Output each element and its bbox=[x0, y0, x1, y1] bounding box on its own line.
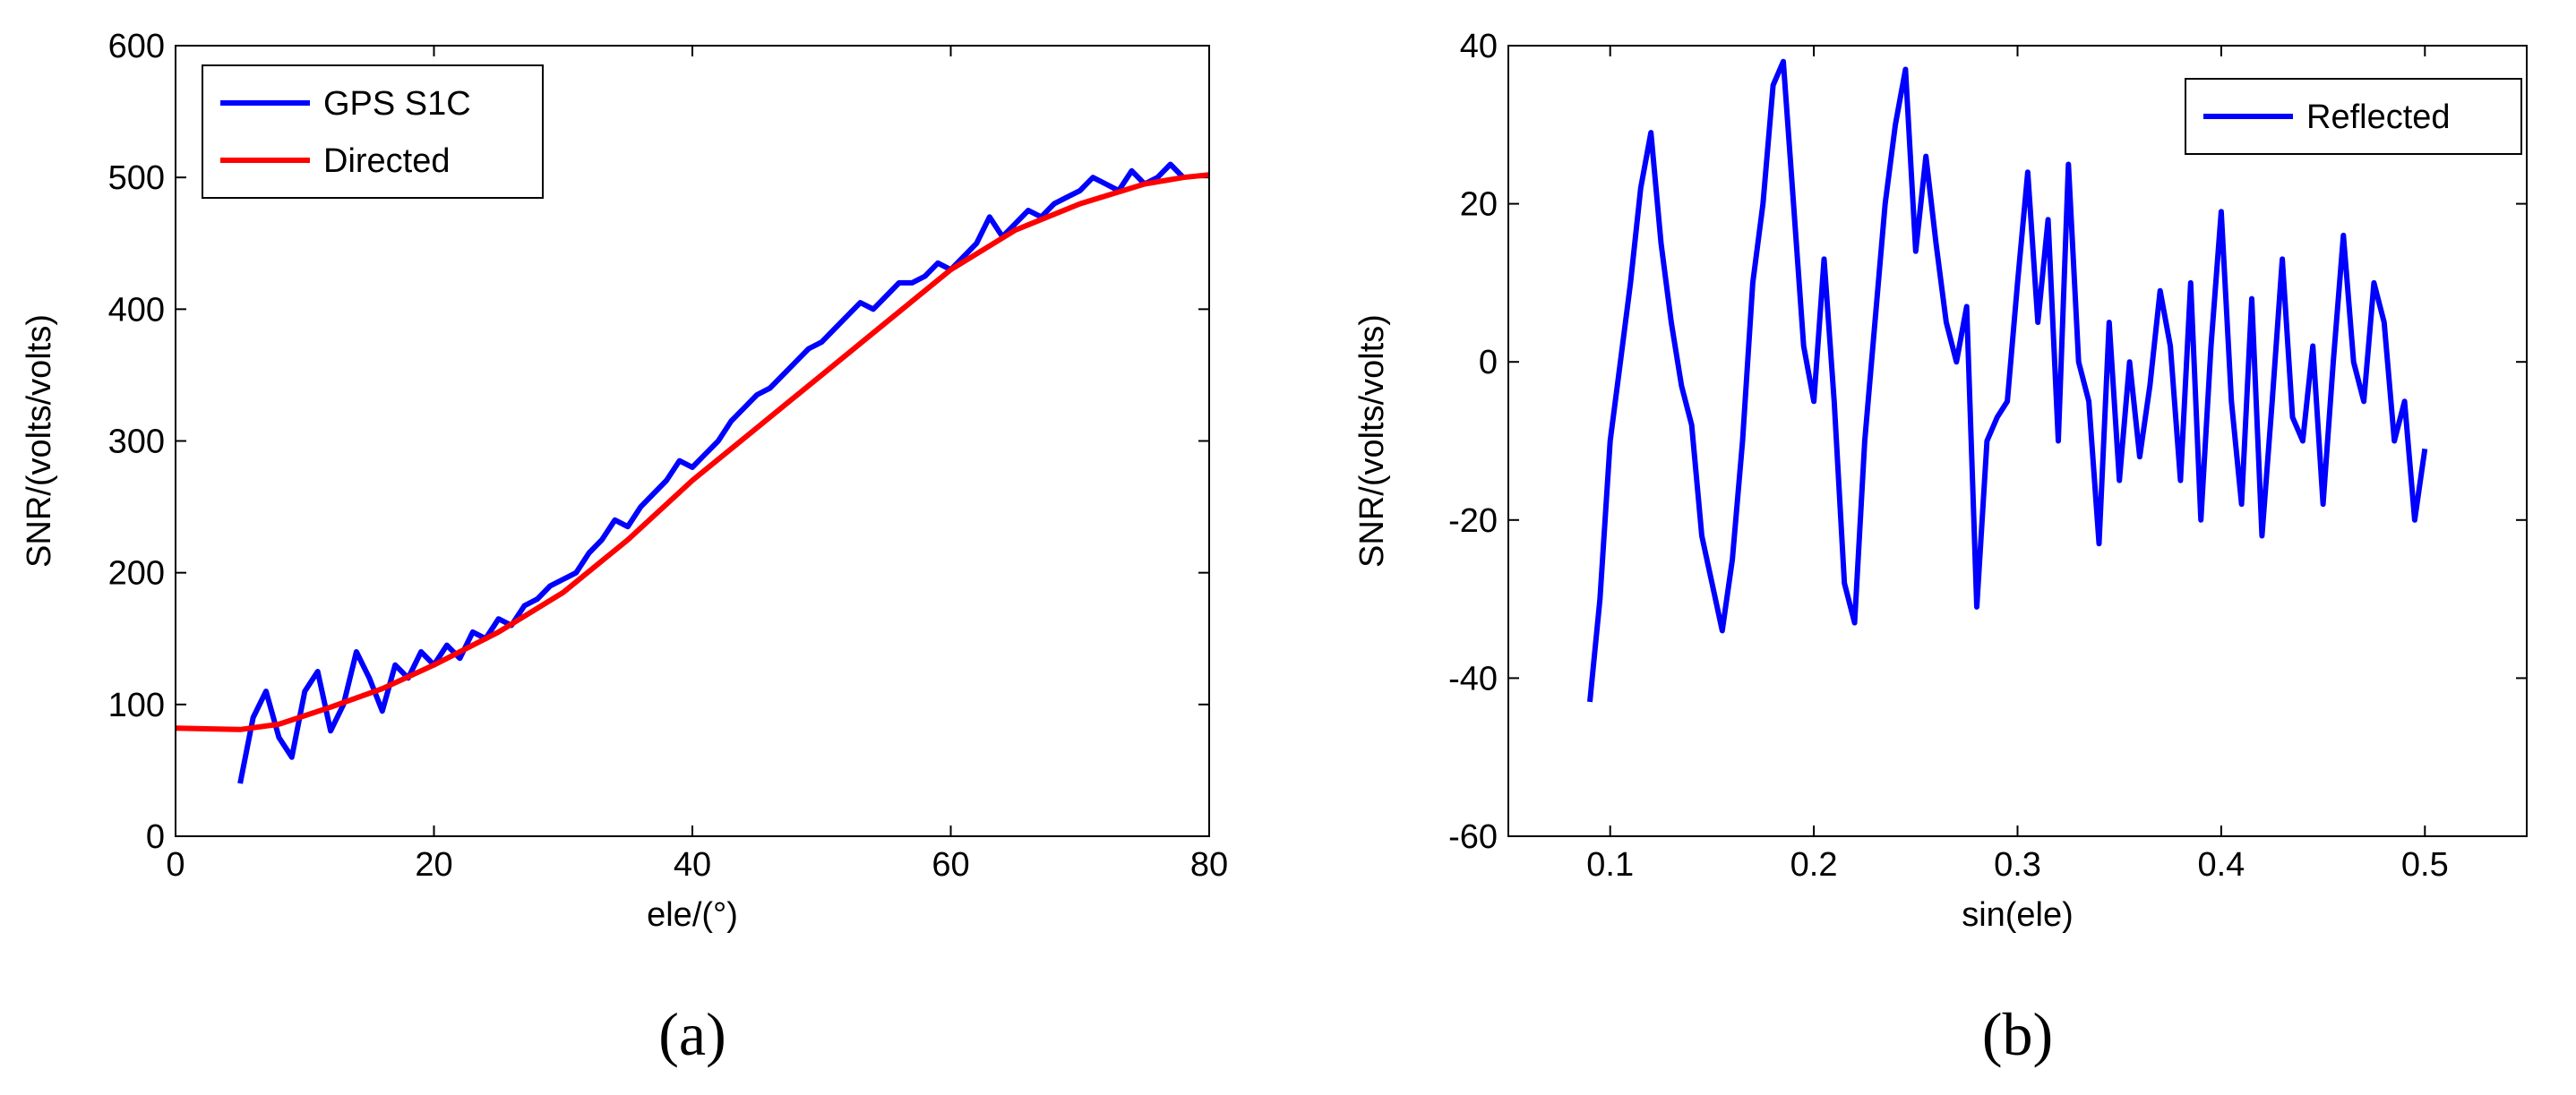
y-tick-label: 500 bbox=[108, 159, 165, 197]
x-tick-label: 0.3 bbox=[1994, 846, 2041, 884]
legend-label: Reflected bbox=[2306, 98, 2451, 136]
x-tick-label: 40 bbox=[674, 846, 711, 884]
x-tick-label: 80 bbox=[1190, 846, 1228, 884]
y-tick-label: -40 bbox=[1448, 660, 1498, 697]
series-line bbox=[175, 172, 1210, 732]
x-tick-label: 0.2 bbox=[1790, 846, 1838, 884]
plot-frame bbox=[175, 45, 1210, 837]
y-axis-label: SNR/(volts/volts) bbox=[1353, 314, 1391, 568]
y-tick-label: 100 bbox=[108, 687, 165, 724]
caption: (b) bbox=[1982, 1000, 2053, 1068]
caption: (a) bbox=[658, 1000, 726, 1068]
x-tick-label: 0.4 bbox=[2197, 846, 2245, 884]
y-tick-label: 40 bbox=[1460, 28, 1498, 65]
y-tick-label: 300 bbox=[108, 423, 165, 461]
x-tick-label: 0.5 bbox=[2401, 846, 2449, 884]
y-axis-label: SNR/(volts/volts) bbox=[21, 314, 58, 568]
x-axis-label: sin(ele) bbox=[1962, 896, 2074, 934]
series-line bbox=[237, 161, 1186, 784]
x-tick-label: 0 bbox=[166, 846, 185, 884]
y-tick-label: 200 bbox=[108, 555, 165, 593]
y-tick-label: 600 bbox=[108, 28, 165, 65]
x-axis-label: ele/(°) bbox=[647, 896, 738, 934]
legend-box bbox=[202, 64, 544, 199]
plot-frame bbox=[1507, 45, 2528, 837]
x-tick-label: 0.1 bbox=[1586, 846, 1634, 884]
y-tick-label: -20 bbox=[1448, 502, 1498, 540]
legend-label: GPS S1C bbox=[323, 85, 471, 123]
plot-area bbox=[1508, 46, 2527, 836]
series-line bbox=[1587, 58, 2428, 703]
x-tick-label: 60 bbox=[932, 846, 969, 884]
y-tick-label: 400 bbox=[108, 291, 165, 329]
x-tick-label: 20 bbox=[415, 846, 452, 884]
legend-label: Directed bbox=[323, 142, 451, 180]
y-tick-label: 0 bbox=[146, 818, 165, 856]
y-tick-label: 0 bbox=[1479, 344, 1498, 381]
y-tick-label: 20 bbox=[1460, 186, 1498, 224]
y-tick-label: -60 bbox=[1448, 818, 1498, 856]
